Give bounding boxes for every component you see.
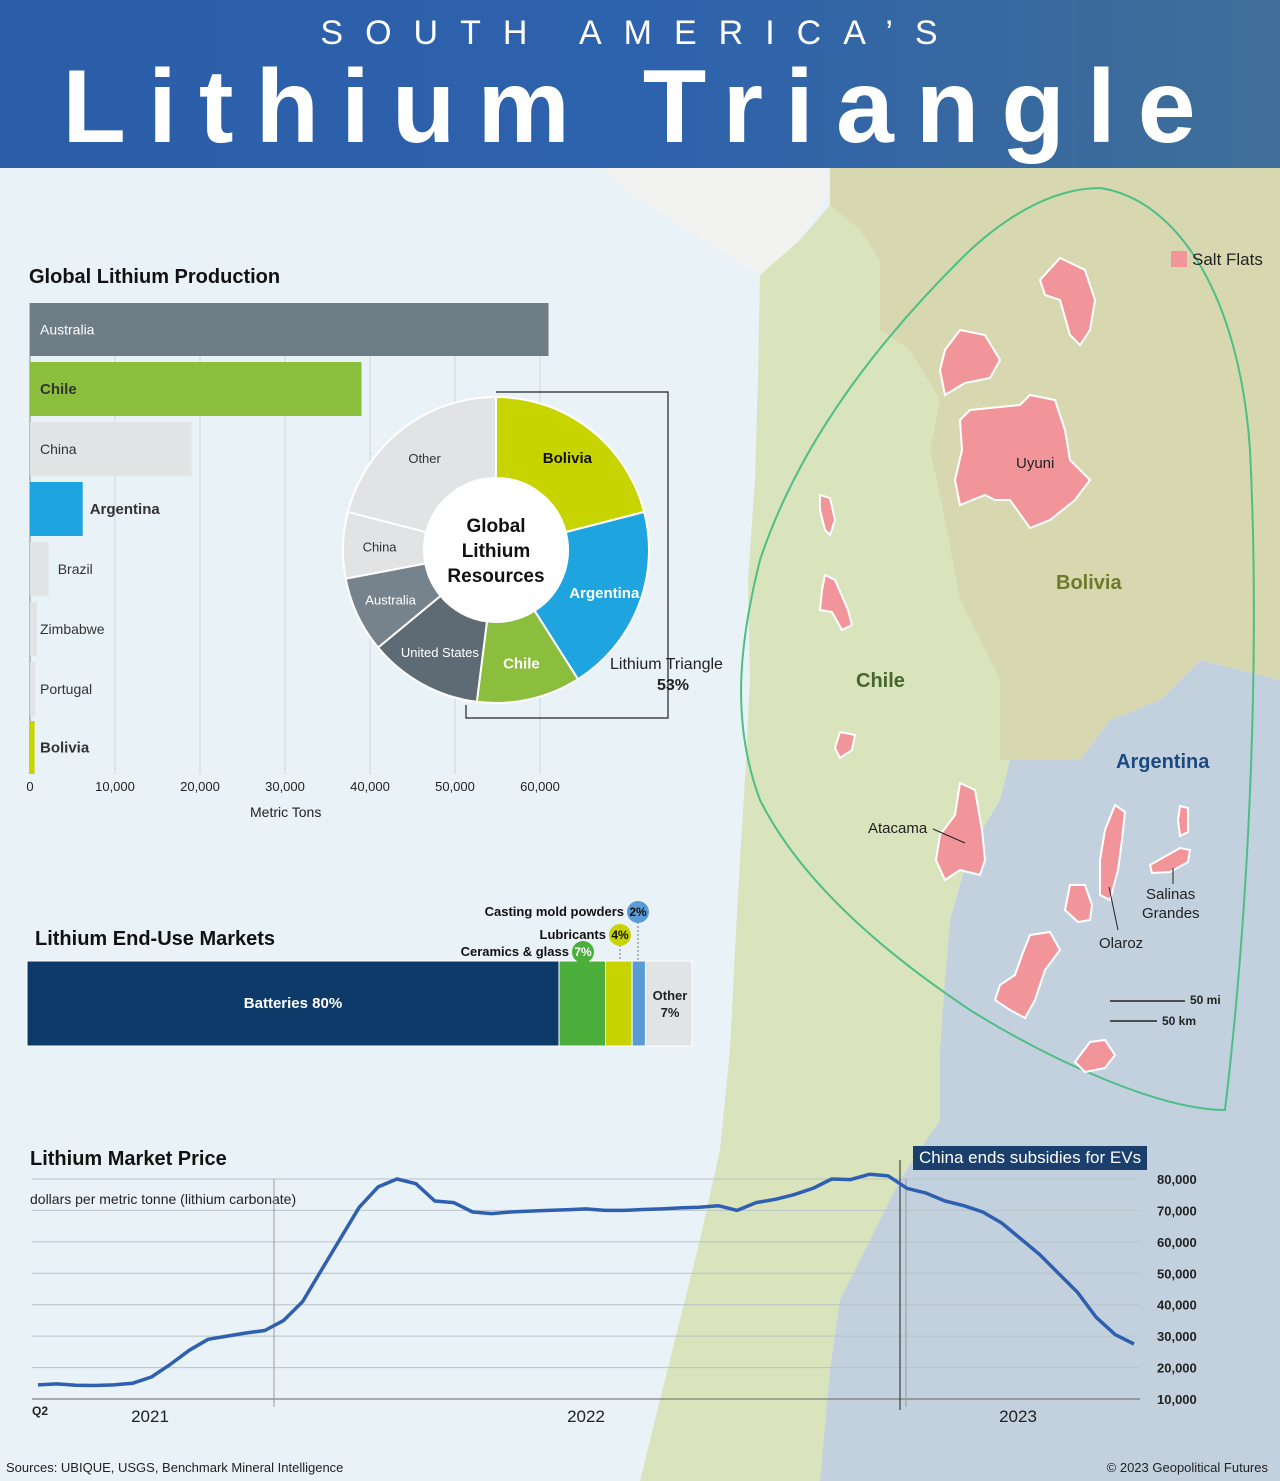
uyuni-label: Uyuni <box>1016 455 1055 472</box>
peru-region <box>600 168 830 275</box>
salt-flat-hombre-muerto <box>993 930 1062 1020</box>
scale-km-label: 50 km <box>1162 1014 1197 1028</box>
chile-country-label: Chile <box>856 670 905 692</box>
end-use-title: Lithium End-Use Markets <box>35 928 276 950</box>
price-quarter-label: Q2 <box>32 1404 49 1418</box>
bolivia-country-label: Bolivia <box>1056 572 1122 594</box>
price-annotation: China ends subsidies for EVs <box>913 1146 1148 1170</box>
price-title: Lithium Market Price <box>30 1148 227 1170</box>
main-title: Lithium Triangle <box>62 49 1218 165</box>
salt-flat-small-3 <box>833 730 857 760</box>
scale-mi-label: 50 mi <box>1190 993 1221 1007</box>
supertitle: SOUTH AMERICA’S <box>320 14 960 52</box>
olaroz-label: Olaroz <box>1099 935 1144 952</box>
atacama-label: Atacama <box>868 820 928 837</box>
copyright-footer: © 2023 Geopolitical Futures <box>1106 1460 1268 1475</box>
salt-flat-small-1 <box>819 493 837 537</box>
salt-flats-legend-label: Salt Flats <box>1192 250 1263 269</box>
chile-region <box>640 205 1010 1481</box>
price-unit-label: dollars per metric tonne (lithium carbon… <box>30 1191 297 1207</box>
salt-flat-small-2 <box>818 573 854 632</box>
production-axis-label: Metric Tons <box>250 804 322 820</box>
salinas-label-line1: Salinas <box>1146 886 1196 903</box>
salt-flat-atacama <box>934 781 987 882</box>
end-use-other-label: Other <box>652 988 688 1003</box>
pie-center-line1: Global <box>466 516 526 537</box>
salt-flat-east-1 <box>1176 804 1189 838</box>
salt-flat-east-2 <box>1063 884 1094 924</box>
salt-flat-north <box>1038 256 1097 347</box>
argentina-country-label: Argentina <box>1116 751 1210 773</box>
salinas-label-line2: Grandes <box>1142 905 1200 922</box>
end-use-other-value: 7% <box>660 1005 680 1020</box>
lithium-triangle-outline <box>740 186 1255 1112</box>
salt-flat-olaroz <box>1099 803 1127 902</box>
title-banner <box>0 0 1280 168</box>
salt-flat-uyuni <box>953 393 1092 530</box>
salt-flat-south <box>1073 1038 1117 1074</box>
pie-center-line2: Lithium <box>461 541 531 562</box>
salt-flat-legend-swatch <box>1171 251 1187 267</box>
lithium-triangle-bracket-label: Lithium Triangle <box>610 656 723 673</box>
salt-flat-coipasa <box>938 328 1002 397</box>
pie-center-line3: Resources <box>447 566 545 587</box>
production-title: Global Lithium Production <box>29 266 281 288</box>
sources-footer: Sources: UBIQUE, USGS, Benchmark Mineral… <box>6 1460 344 1475</box>
lithium-triangle-bracket-value: 53% <box>657 677 690 694</box>
salt-flat-salinas <box>1148 846 1192 875</box>
